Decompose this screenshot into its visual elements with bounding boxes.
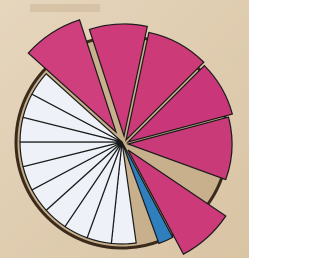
photo [0,0,249,258]
faded-label [30,4,100,12]
